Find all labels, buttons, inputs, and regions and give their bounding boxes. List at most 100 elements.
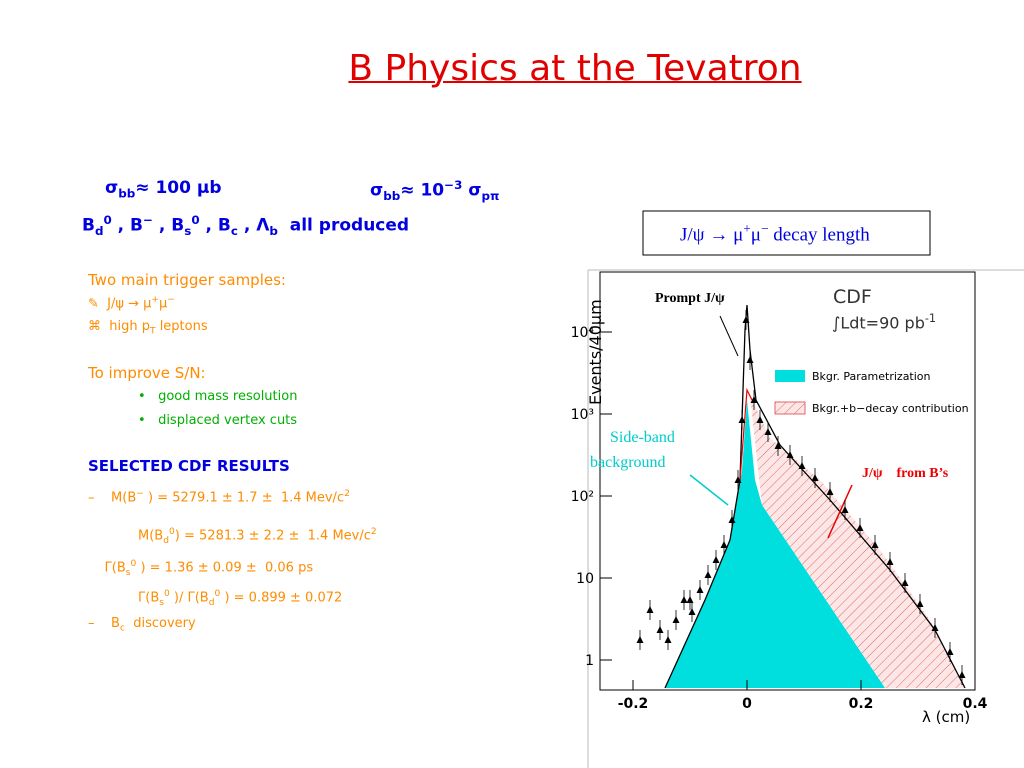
text-part: 0 [169, 527, 175, 537]
plot-label: ∫Ldt=90 pb-1 [832, 313, 936, 331]
text-part: ≈ 10 [400, 180, 445, 201]
text-part: s [184, 224, 192, 239]
x-tick-label: 0 [742, 696, 752, 712]
legend-swatch [774, 401, 806, 415]
text-line: Two main trigger samples: [88, 273, 286, 288]
text-part: Bkgr.+b−decay contribution [812, 402, 969, 415]
y-tick-label: 10 [576, 571, 594, 587]
text-part: Two main trigger samples: [88, 271, 286, 289]
text-part: Side-band [610, 429, 675, 446]
text-part: 2 [370, 527, 377, 537]
text-part: , Λ [237, 215, 270, 236]
text-line: To improve S/N: [88, 366, 206, 381]
text-part: – B [88, 616, 120, 631]
x-tick-label: -0.2 [618, 696, 649, 712]
text-part: bb [383, 189, 401, 204]
text-line: – Bc discovery [88, 617, 196, 634]
arrow [719, 315, 739, 357]
text-part: ) = 5281.3 ± 2.2 ± 1.4 Mev/c [174, 528, 371, 544]
text-part: ) = 1.36 ± 0.09 ± 0.06 ps [136, 560, 314, 576]
text-part: , B [111, 215, 144, 236]
text-part: ) = 0.899 ± 0.072 [220, 590, 343, 606]
caption-box [642, 210, 931, 256]
text-part: background [590, 454, 666, 471]
background-region [665, 400, 885, 688]
bkg-curve [739, 387, 753, 481]
text-part: Prompt J/ψ [655, 291, 725, 306]
text-part: d [163, 535, 169, 546]
text-part: ∫Ldt=90 pb [832, 313, 925, 333]
text-part: c [119, 623, 125, 634]
text-line: σbb≈ 10−3 σpπ [370, 178, 499, 204]
text-part: σ [462, 180, 482, 201]
text-line: – M(B− ) = 5279.1 ± 1.7 ± 1.4 Mev/c2 [88, 489, 350, 506]
text-part: σ [105, 178, 119, 198]
text-part: − [143, 213, 153, 227]
arrow [689, 474, 729, 506]
text-part: CDF [833, 286, 872, 308]
plot-label: Bkgr. Parametrization [812, 371, 931, 382]
text-part: b [269, 224, 278, 239]
plot-label: J/ψ from B’s [862, 467, 948, 481]
plot-label: Events/40μm [586, 299, 605, 405]
text-part: s [159, 597, 164, 608]
text-part: d [208, 597, 215, 608]
text-part: d [94, 224, 104, 239]
text-part: To improve S/N: [88, 364, 206, 382]
text-part: bb [118, 186, 136, 201]
text-part: B [82, 215, 95, 236]
y-tick-label: 10² [571, 489, 594, 505]
text-part: , B [153, 215, 185, 236]
text-part: μ [750, 224, 761, 246]
text-part: 0 [214, 589, 221, 599]
text-part: Bkgr. Parametrization [812, 370, 931, 383]
text-part: discovery [124, 616, 196, 631]
text-part: J/ψ from B’s [862, 466, 949, 481]
plot-frame [599, 271, 976, 691]
text-part: + [743, 221, 751, 236]
text-part: Γ(B [88, 560, 126, 576]
text-part: Γ(B [138, 590, 160, 606]
text-part: decay length [768, 224, 870, 246]
text-line: SELECTED CDF RESULTS [88, 459, 290, 474]
text-part: 0 [191, 213, 200, 227]
text-part: −3 [444, 178, 463, 192]
y-tick-label: 10⁴ [571, 325, 595, 341]
text-part: − [136, 489, 144, 499]
text-part: M(B [138, 528, 164, 544]
text-part: 0 [103, 213, 112, 227]
x-tick-label: 0.4 [963, 696, 988, 712]
markers [636, 310, 966, 685]
text-part: • good mass resolution [138, 389, 298, 404]
text-part: ✎ J/ψ → μ [88, 296, 152, 312]
y-tick-label: 1 [585, 653, 594, 669]
text-part: ) = 5279.1 ± 1.7 ± 1.4 Mev/c [143, 490, 345, 506]
text-part: ≈ 100 μb [135, 178, 222, 198]
text-part: 2 [344, 489, 350, 499]
text-part: J/ψ → μ [680, 224, 744, 246]
caption: J/ψ → μ+μ− decay length [680, 222, 870, 244]
plot-label: λ (cm) [922, 710, 970, 725]
text-part: + [151, 295, 159, 305]
text-line: ✎ J/ψ → μ+μ− [88, 295, 175, 312]
slide-title: B Physics at the Tevatron [348, 48, 802, 89]
text-line: Bd0 , B− , Bs0 , Bc , Λb all produced [82, 213, 409, 239]
text-part: T [150, 326, 156, 337]
text-part: − [167, 295, 175, 305]
y-tick-label: 10³ [571, 407, 594, 423]
plot-label: Side-band [610, 430, 675, 446]
text-part: -1 [924, 312, 936, 325]
text-part: c [230, 224, 238, 239]
x-tick-label: 0.2 [849, 696, 874, 712]
text-part: SELECTED CDF RESULTS [88, 457, 290, 475]
text-part: σ [370, 180, 384, 201]
text-part: Events/40μm [586, 299, 605, 405]
text-part: μ [159, 296, 168, 312]
text-line: Γ(Bs0 )/ Γ(Bd0 ) = 0.899 ± 0.072 [138, 589, 343, 608]
text-line: Γ(Bs0 ) = 1.36 ± 0.09 ± 0.06 ps [88, 559, 314, 578]
plot-label: Prompt J/ψ [655, 292, 725, 306]
arrow [827, 484, 853, 539]
text-part: − [760, 221, 769, 236]
legend-swatch [775, 370, 805, 382]
